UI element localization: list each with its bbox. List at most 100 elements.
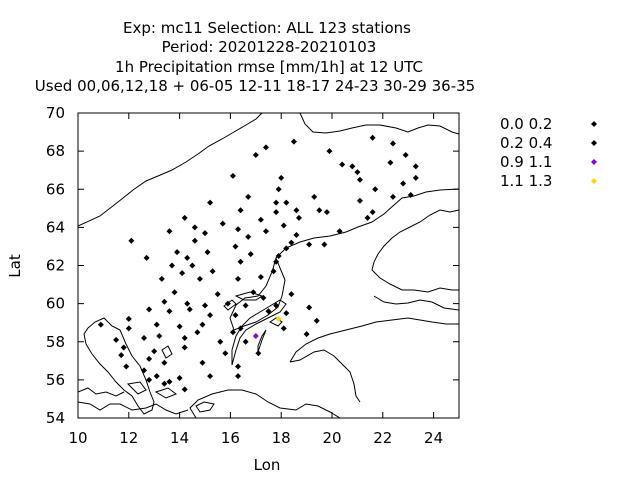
data-point-series-0 bbox=[283, 310, 290, 317]
data-point-series-0 bbox=[125, 315, 132, 322]
data-point-series-0 bbox=[186, 306, 193, 313]
y-tick-label: 60 bbox=[46, 295, 65, 313]
data-point-series-0 bbox=[412, 174, 419, 181]
data-point-series-0 bbox=[97, 321, 104, 328]
data-point-series-0 bbox=[143, 254, 150, 261]
x-axis-label: Lon bbox=[254, 456, 281, 474]
y-tick-label: 64 bbox=[46, 218, 65, 236]
data-point-series-0 bbox=[118, 352, 125, 359]
legend-marker bbox=[591, 121, 597, 127]
data-point-series-0 bbox=[349, 163, 356, 170]
data-point-series-0 bbox=[245, 193, 252, 200]
data-point-series-0 bbox=[245, 233, 252, 240]
legend-label: 1.1 1.3 bbox=[500, 172, 552, 190]
coastline-map bbox=[78, 113, 459, 418]
data-point-series-0 bbox=[336, 228, 343, 235]
data-point-series-0 bbox=[161, 380, 168, 387]
data-point-series-0 bbox=[288, 239, 295, 246]
x-tick-label: 10 bbox=[68, 429, 87, 447]
data-point-series-0 bbox=[389, 140, 396, 147]
data-point-series-0 bbox=[275, 186, 282, 193]
data-point-series-0 bbox=[191, 237, 198, 244]
data-point-series-0 bbox=[247, 251, 254, 258]
data-point-series-0 bbox=[229, 329, 236, 336]
data-point-series-0 bbox=[202, 230, 208, 237]
data-point-series-3 bbox=[275, 315, 282, 322]
data-point-series-0 bbox=[295, 214, 302, 221]
data-point-series-0 bbox=[196, 275, 203, 282]
data-point-series-0 bbox=[339, 161, 346, 168]
data-point-series-0 bbox=[356, 176, 363, 183]
data-point-series-0 bbox=[242, 338, 249, 345]
x-tick-label: 16 bbox=[221, 429, 240, 447]
data-point-series-0 bbox=[270, 268, 277, 275]
data-point-series-0 bbox=[189, 262, 196, 269]
data-point-series-0 bbox=[174, 249, 181, 256]
data-point-series-0 bbox=[280, 222, 287, 229]
data-point-series-0 bbox=[356, 197, 363, 204]
data-point-series-0 bbox=[293, 232, 300, 238]
legend-label: 0.9 1.1 bbox=[500, 153, 552, 171]
data-point-series-0 bbox=[232, 243, 239, 250]
data-point-series-0 bbox=[207, 312, 214, 319]
data-point-series-0 bbox=[273, 258, 280, 265]
data-point-series-0 bbox=[369, 134, 376, 141]
data-point-series-0 bbox=[156, 333, 163, 340]
data-point-series-0 bbox=[235, 363, 242, 370]
data-point-series-0 bbox=[184, 254, 191, 261]
data-point-series-0 bbox=[402, 151, 409, 158]
data-point-series-0 bbox=[290, 138, 297, 145]
data-point-series-0 bbox=[181, 214, 188, 221]
legend-label: 0.2 0.4 bbox=[500, 134, 552, 152]
data-point-series-0 bbox=[166, 228, 173, 235]
y-tick-label: 70 bbox=[46, 104, 65, 122]
x-tick-label: 24 bbox=[424, 429, 443, 447]
data-point-series-0 bbox=[207, 199, 214, 206]
data-point-series-0 bbox=[364, 214, 371, 221]
plot-frame bbox=[77, 112, 460, 419]
title-line-3: 1h Precipitation rmse [mm/1h] at 12 UTC bbox=[115, 58, 423, 76]
y-axis-label: Lat bbox=[6, 254, 24, 278]
legend: 0.0 0.20.2 0.40.9 1.11.1 1.3 bbox=[500, 115, 597, 190]
data-point-series-0 bbox=[252, 151, 259, 158]
data-point-series-0 bbox=[229, 172, 236, 179]
data-point-series-0 bbox=[125, 325, 132, 332]
y-tick-label: 56 bbox=[46, 371, 65, 389]
x-tick-label: 22 bbox=[373, 429, 392, 447]
data-point-series-0 bbox=[257, 273, 264, 280]
data-point-series-0 bbox=[166, 308, 173, 315]
data-point-series-0 bbox=[255, 350, 262, 357]
data-point-series-0 bbox=[191, 224, 198, 231]
data-point-series-0 bbox=[257, 216, 264, 223]
data-point-series-0 bbox=[354, 169, 361, 176]
data-point-series-0 bbox=[168, 262, 175, 269]
data-point-series-0 bbox=[204, 249, 211, 256]
x-tick-label: 14 bbox=[170, 429, 189, 447]
data-point-series-0 bbox=[207, 373, 214, 380]
data-point-series-0 bbox=[171, 289, 178, 296]
data-point-series-0 bbox=[412, 163, 419, 170]
data-point-series-0 bbox=[407, 191, 414, 198]
x-axis: 10 12 14 16 18 20 22 24 bbox=[68, 113, 443, 447]
legend-marker bbox=[591, 159, 597, 165]
data-point-series-0 bbox=[158, 275, 165, 282]
data-point-series-0 bbox=[311, 193, 318, 200]
data-point-series-0 bbox=[321, 241, 328, 248]
data-point-series-0 bbox=[179, 270, 186, 277]
y-tick-label: 66 bbox=[46, 180, 65, 198]
data-point-series-0 bbox=[123, 363, 130, 370]
legend-marker bbox=[591, 140, 597, 146]
data-point-series-0 bbox=[326, 148, 333, 155]
data-point-series-0 bbox=[146, 376, 153, 383]
data-point-series-0 bbox=[235, 226, 242, 233]
data-point-series-0 bbox=[316, 207, 323, 214]
data-point-series-0 bbox=[232, 312, 239, 319]
data-point-series-0 bbox=[280, 325, 287, 332]
data-point-series-0 bbox=[222, 350, 229, 357]
data-point-series-0 bbox=[217, 338, 224, 345]
data-point-series-0 bbox=[278, 174, 285, 181]
data-point-series-0 bbox=[265, 308, 272, 315]
x-tick-label: 20 bbox=[322, 429, 341, 447]
data-point-series-0 bbox=[262, 228, 269, 235]
